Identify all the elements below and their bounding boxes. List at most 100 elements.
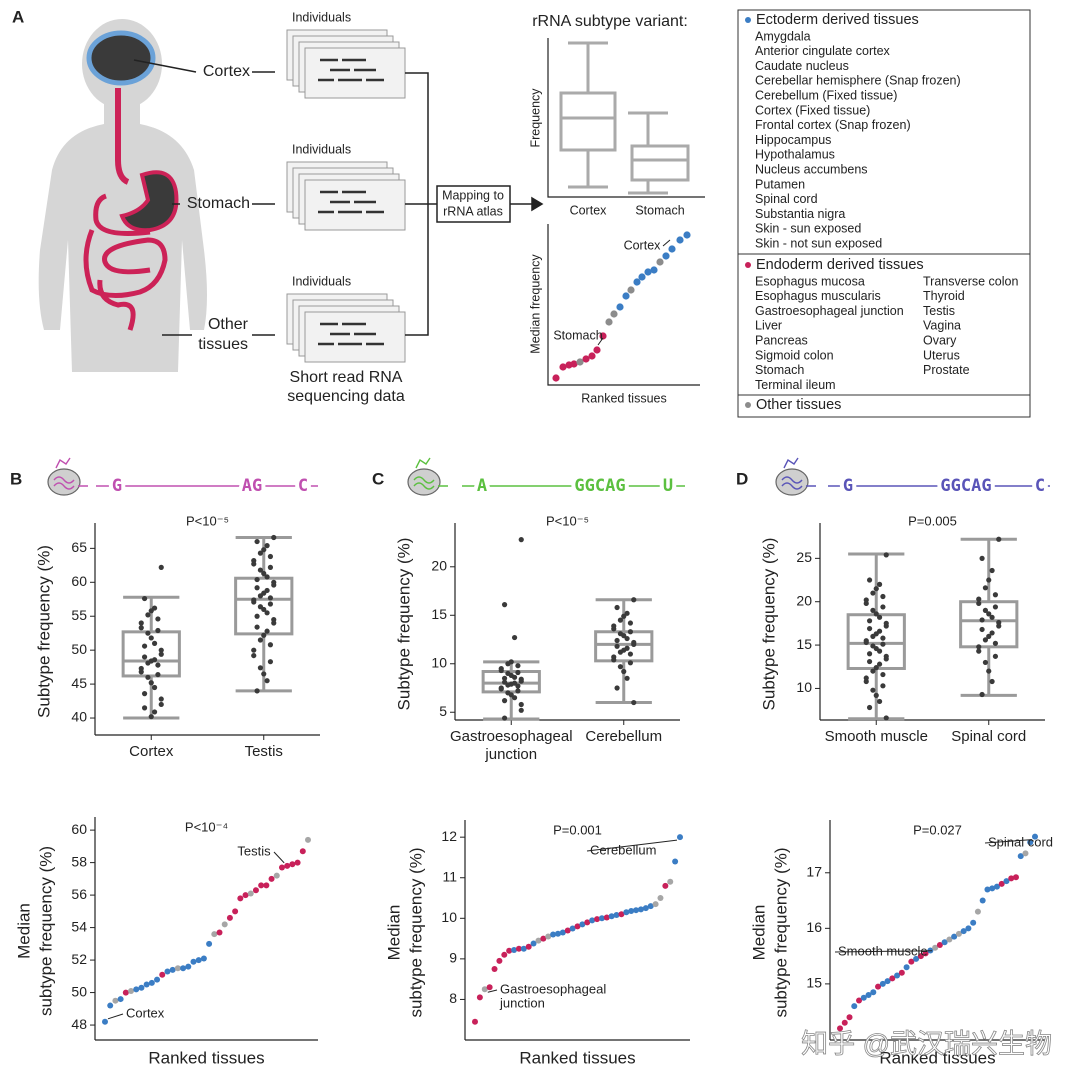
- schematic-point: [588, 352, 596, 360]
- data-point: [996, 536, 1002, 542]
- data-point: [267, 553, 274, 560]
- data-point: [515, 663, 521, 669]
- schematic-box-plot: [547, 38, 705, 198]
- data-point: [1032, 833, 1038, 840]
- data-point: [863, 678, 869, 685]
- data-point: [989, 567, 995, 574]
- x-tick-label: Spinal cord: [951, 728, 1027, 745]
- data-point: [242, 892, 249, 899]
- legend-group: Endoderm derived tissues: [756, 257, 924, 273]
- legend-marker: [745, 262, 751, 268]
- data-point: [960, 928, 967, 935]
- data-point: [976, 644, 982, 650]
- data-point: [584, 919, 591, 926]
- schematic-annotation: Stomach: [553, 328, 602, 342]
- y-axis-label: subtype frequency (%): [771, 847, 790, 1017]
- data-point: [254, 624, 260, 630]
- data-point: [870, 668, 876, 674]
- sequencing-stacks: Individuals Individuals Individuals: [286, 10, 406, 363]
- schematic-point: [650, 266, 658, 274]
- legend-item: Stomach: [755, 363, 804, 377]
- data-point: [672, 858, 679, 865]
- y-tick-label: 10: [441, 909, 457, 925]
- schematic-point: [593, 346, 601, 354]
- data-point: [617, 617, 624, 623]
- data-point: [257, 665, 264, 671]
- x-tick-label-box: Smooth muscle: [825, 728, 928, 745]
- data-point: [138, 669, 144, 675]
- schematic-point: [559, 363, 567, 371]
- annotation-leader: [984, 839, 1033, 844]
- data-point: [476, 994, 483, 1001]
- data-point: [148, 714, 154, 720]
- data-point: [501, 715, 508, 721]
- chart-title: P=0.001: [553, 822, 602, 837]
- data-point: [965, 925, 972, 932]
- schematic-x-label: Ranked tissues: [581, 391, 666, 405]
- y-tick-label: 9: [449, 950, 457, 966]
- data-point: [267, 564, 274, 570]
- data-point: [148, 979, 155, 986]
- y-tick-label: 5: [439, 703, 447, 719]
- data-point: [998, 880, 1005, 887]
- data-point: [1012, 874, 1019, 881]
- data-point: [936, 942, 943, 948]
- legend-item: Gastroesophageal junction: [755, 304, 904, 318]
- data-point: [979, 617, 985, 623]
- schematic-axes: [547, 224, 700, 386]
- pipeline-connectors: [405, 72, 544, 336]
- data-point: [880, 604, 886, 610]
- data-point: [151, 684, 158, 691]
- data-point: [631, 699, 637, 706]
- data-point: [986, 577, 992, 583]
- annotation-leader: [834, 950, 933, 953]
- schematic-point: [638, 273, 646, 281]
- data-point: [263, 882, 270, 889]
- y-tick-label: 17: [806, 863, 822, 879]
- individuals-label: Individuals: [292, 142, 351, 156]
- data-point: [866, 577, 873, 583]
- data-point: [989, 885, 996, 892]
- y-axis-label: Median: [384, 905, 403, 961]
- data-point: [922, 950, 929, 957]
- data-point: [254, 613, 260, 619]
- data-point: [880, 683, 886, 689]
- data-point: [894, 972, 901, 979]
- sequence-token: GGCAG: [574, 476, 625, 496]
- data-point: [254, 538, 260, 545]
- data-point: [155, 627, 161, 634]
- data-point: [271, 534, 277, 541]
- legend-marker: [745, 17, 751, 23]
- data-point: [889, 975, 896, 982]
- data-point: [986, 611, 992, 617]
- data-point: [866, 704, 873, 711]
- legend-item: Skin - not sun exposed: [755, 236, 882, 250]
- data-point: [866, 618, 873, 624]
- data-point: [932, 944, 939, 951]
- y-tick-label: 50: [71, 641, 87, 657]
- tissue-label: Other: [208, 316, 249, 333]
- page-sheet: [304, 47, 406, 99]
- data-point: [107, 1002, 114, 1009]
- data-point: [486, 984, 493, 991]
- legend-item: Cerebellum (Fixed tissue): [755, 88, 897, 102]
- data-point: [879, 980, 886, 987]
- legend-item: Spinal cord: [755, 192, 818, 206]
- data-point: [870, 607, 876, 613]
- data-point: [261, 547, 267, 553]
- legend-marker: [745, 402, 751, 408]
- y-tick-label: 55: [71, 607, 87, 623]
- data-point: [138, 620, 144, 626]
- data-point: [289, 861, 296, 868]
- individuals-label: Individuals: [292, 10, 351, 24]
- data-point: [257, 567, 264, 573]
- data-point: [870, 687, 876, 693]
- data-point: [141, 654, 148, 660]
- data-point: [251, 561, 257, 567]
- data-point: [883, 552, 889, 558]
- schematic-point: [683, 231, 691, 239]
- legend-item: Hypothalamus: [755, 148, 835, 162]
- x-tick-label-box: Cerebellum: [585, 728, 662, 745]
- data-point: [628, 908, 635, 914]
- data-point: [185, 963, 192, 970]
